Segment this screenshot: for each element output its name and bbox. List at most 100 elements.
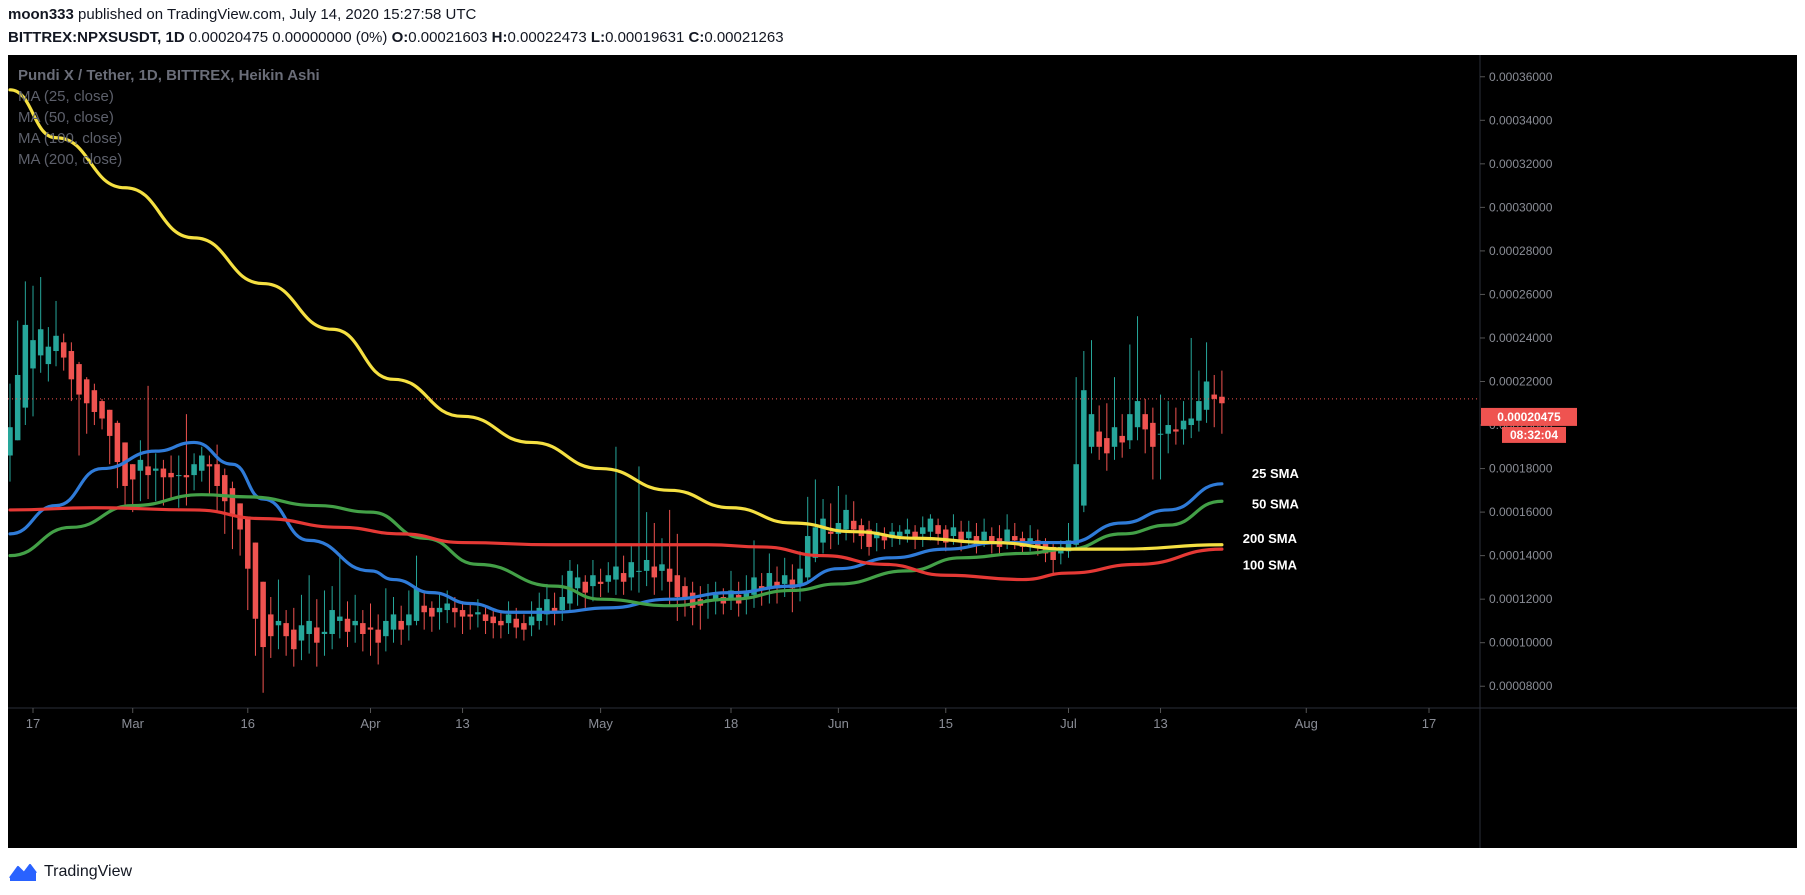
- tradingview-logo-icon[interactable]: [8, 861, 38, 883]
- chart-legend: Pundi X / Tether, 1D, BITTREX, Heikin As…: [18, 65, 320, 170]
- candle-body-up: [820, 518, 826, 543]
- candle-body-down: [989, 536, 995, 543]
- legend-ma25[interactable]: MA (25, close): [18, 88, 114, 105]
- candle-body-down: [283, 623, 289, 637]
- countdown-badge-label: 08:32:04: [1510, 428, 1558, 442]
- candle-body-up: [444, 603, 450, 611]
- candle-body-down: [1219, 396, 1225, 404]
- candle-body-up: [152, 468, 159, 471]
- candle-body-down: [666, 568, 673, 582]
- candle-body-down: [582, 581, 589, 593]
- candle-body-down: [1050, 546, 1056, 560]
- price-change: 0.00000000 (0%): [272, 29, 388, 46]
- candle-body-up: [896, 531, 903, 537]
- footer: TradingView: [8, 858, 132, 886]
- candle-body-down: [114, 422, 121, 463]
- price-badge-label: 0.00020475: [1497, 410, 1561, 424]
- open-value: 0.00021603: [408, 29, 488, 46]
- candle-body-up: [605, 575, 612, 582]
- candle-body-up: [574, 577, 581, 589]
- candle-body-up: [1157, 433, 1164, 435]
- high-label: H:: [491, 29, 508, 46]
- open-label: O:: [391, 29, 409, 46]
- legend-title: Pundi X / Tether, 1D, BITTREX, Heikin As…: [18, 67, 320, 84]
- price-badge: [1481, 407, 1577, 426]
- low-value: 0.00019631: [605, 29, 685, 46]
- candle-body-up: [413, 588, 420, 621]
- candle-body-down: [452, 607, 458, 613]
- candle-body-up: [590, 575, 596, 587]
- candle-body-down: [1104, 438, 1110, 454]
- candle-body-up: [352, 620, 358, 626]
- footer-brand[interactable]: TradingView: [44, 863, 133, 880]
- y-tick-label: 0.00028000: [1489, 244, 1553, 258]
- price-chart[interactable]: 0.00008000 0.00010000 0.00012000 0.00014000…: [8, 55, 1797, 848]
- close-label: C:: [688, 29, 705, 46]
- candle-body-down: [168, 472, 174, 478]
- ma-line-100-sma: [8, 506, 1224, 582]
- candle-body-down: [490, 616, 496, 624]
- candle-body-down: [245, 516, 251, 569]
- candle-body-up: [14, 374, 21, 441]
- publish-line: moon333 published on TradingView.com, Ju…: [8, 6, 476, 23]
- candle-body-up: [981, 531, 987, 541]
- candle-body-down: [344, 618, 351, 632]
- candle-body-up: [613, 566, 619, 580]
- x-tick-label: 17: [1422, 716, 1436, 731]
- candle-body-up: [804, 536, 811, 578]
- candle-body-down: [76, 364, 82, 395]
- candle-body-up: [137, 459, 144, 471]
- candle-body-up: [37, 329, 44, 356]
- candle-body-up: [337, 616, 343, 621]
- chart-panel[interactable]: 0.00008000 0.00010000 0.00012000 0.00014000…: [8, 55, 1797, 848]
- ma-line-200-sma: [8, 88, 1224, 551]
- legend-ma100[interactable]: MA (100, close): [18, 130, 123, 147]
- candle-body-down: [68, 351, 75, 380]
- candle-body-up: [712, 594, 719, 602]
- legend-ma50[interactable]: MA (50, close): [18, 109, 114, 126]
- candle-body-down: [973, 536, 980, 545]
- candle-body-up: [904, 529, 911, 534]
- candle-body-up: [199, 455, 205, 471]
- candle-body-up: [1027, 538, 1033, 543]
- symbol-name: BITTREX:NPXSUSDT, 1D: [8, 29, 185, 46]
- candle-body-down: [521, 623, 527, 630]
- candle-body-down: [513, 618, 519, 628]
- candle-body-down: [1012, 536, 1018, 541]
- candle-body-up: [835, 522, 842, 534]
- candle-body-down: [129, 464, 136, 480]
- candle-body-up: [1073, 464, 1079, 545]
- x-tick-label: 16: [241, 716, 255, 731]
- candle-body-down: [620, 573, 627, 582]
- symbol-line: BITTREX:NPXSUSDT, 1D 0.00020475 0.000000…: [8, 29, 784, 46]
- candle-body-down: [912, 531, 918, 539]
- candle-body-down: [122, 442, 128, 486]
- candle-body-up: [927, 518, 934, 532]
- candle-body-up: [559, 596, 566, 611]
- candle-body-up: [659, 564, 665, 571]
- candle-body-up: [505, 614, 512, 624]
- last-price: 0.00020475: [188, 29, 269, 46]
- candle-body-down: [83, 379, 90, 404]
- candle-body-up: [1088, 414, 1095, 447]
- candle-body-down: [367, 627, 374, 630]
- candle-body-down: [375, 629, 381, 643]
- candle-body-down: [881, 536, 888, 541]
- candle-body-down: [99, 401, 105, 419]
- candle-body-up: [1188, 418, 1194, 426]
- candle-body-up: [475, 612, 481, 615]
- candle-body-up: [275, 620, 282, 626]
- candle-body-down: [1096, 431, 1102, 447]
- candle-body-up: [406, 614, 412, 626]
- y-tick-label: 0.00022000: [1489, 375, 1553, 389]
- candle-body-up: [536, 607, 542, 621]
- candle-body-down: [421, 605, 427, 613]
- legend-ma200[interactable]: MA (200, close): [18, 151, 123, 168]
- candle-body-down: [467, 614, 473, 617]
- candle-body-down: [214, 464, 220, 486]
- countdown-badge: [1502, 426, 1566, 443]
- candle-body-up: [1134, 401, 1141, 428]
- candle-body-down: [106, 409, 113, 436]
- author-name[interactable]: moon333: [8, 6, 74, 23]
- candle-body-up: [8, 427, 13, 456]
